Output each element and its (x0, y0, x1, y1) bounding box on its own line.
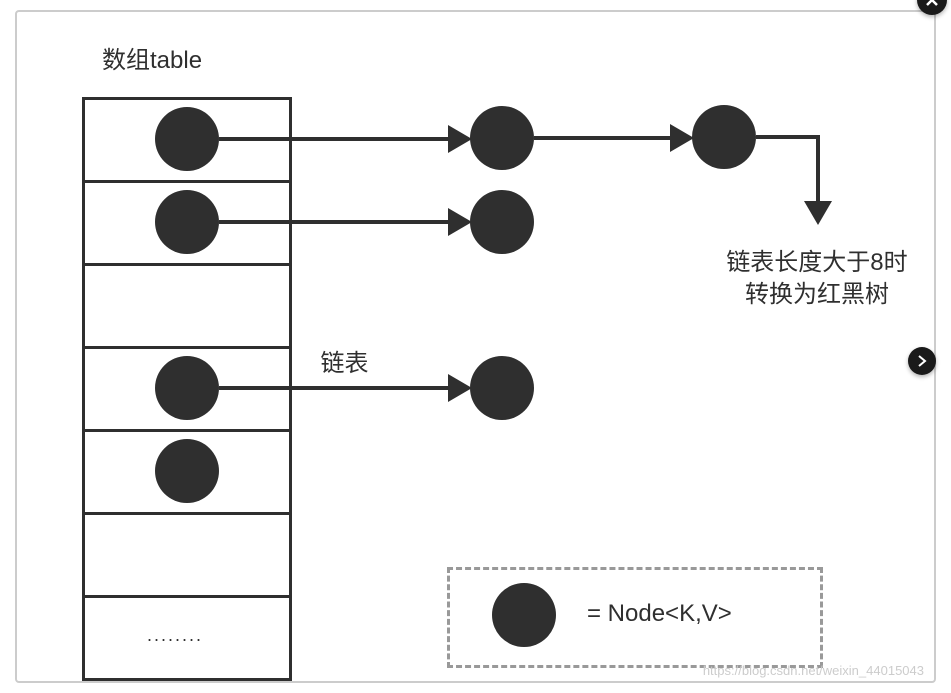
annotation-line1: 链表长度大于8时 (712, 242, 922, 277)
arrow-line (219, 386, 452, 390)
arrow-line (816, 135, 820, 205)
diagram-container: 数组table........ 链表 链表长度大于8时转换为红黑树 = Node<K,… (15, 10, 936, 683)
table-node (155, 356, 219, 420)
chain-node (470, 106, 534, 170)
table-node (155, 439, 219, 503)
watermark: https://blog.csdn.net/weixin_44015043 (703, 663, 924, 678)
arrow-head-icon (448, 208, 472, 236)
table-ellipsis: ........ (147, 625, 203, 646)
table-node (155, 190, 219, 254)
table-node (155, 107, 219, 171)
arrow-head-icon (804, 201, 832, 225)
diagram-title: 数组table (102, 40, 202, 75)
annotation-line2: 转换为红黑树 (712, 274, 922, 309)
table-cell (82, 512, 292, 598)
chain-node (692, 105, 756, 169)
arrow-line (219, 220, 452, 224)
arrow-line (756, 135, 818, 139)
chain-node (470, 356, 534, 420)
arrow-head-icon (448, 374, 472, 402)
legend-node (492, 583, 556, 647)
legend-text: = Node<K,V> (587, 600, 732, 628)
table-cell (82, 263, 292, 349)
arrow-head-icon (448, 125, 472, 153)
chain-label: 链表 (321, 343, 369, 378)
arrow-line (534, 136, 674, 140)
chain-node (470, 190, 534, 254)
arrow-line (219, 137, 452, 141)
arrow-head-icon (670, 124, 694, 152)
next-button[interactable] (908, 347, 936, 375)
